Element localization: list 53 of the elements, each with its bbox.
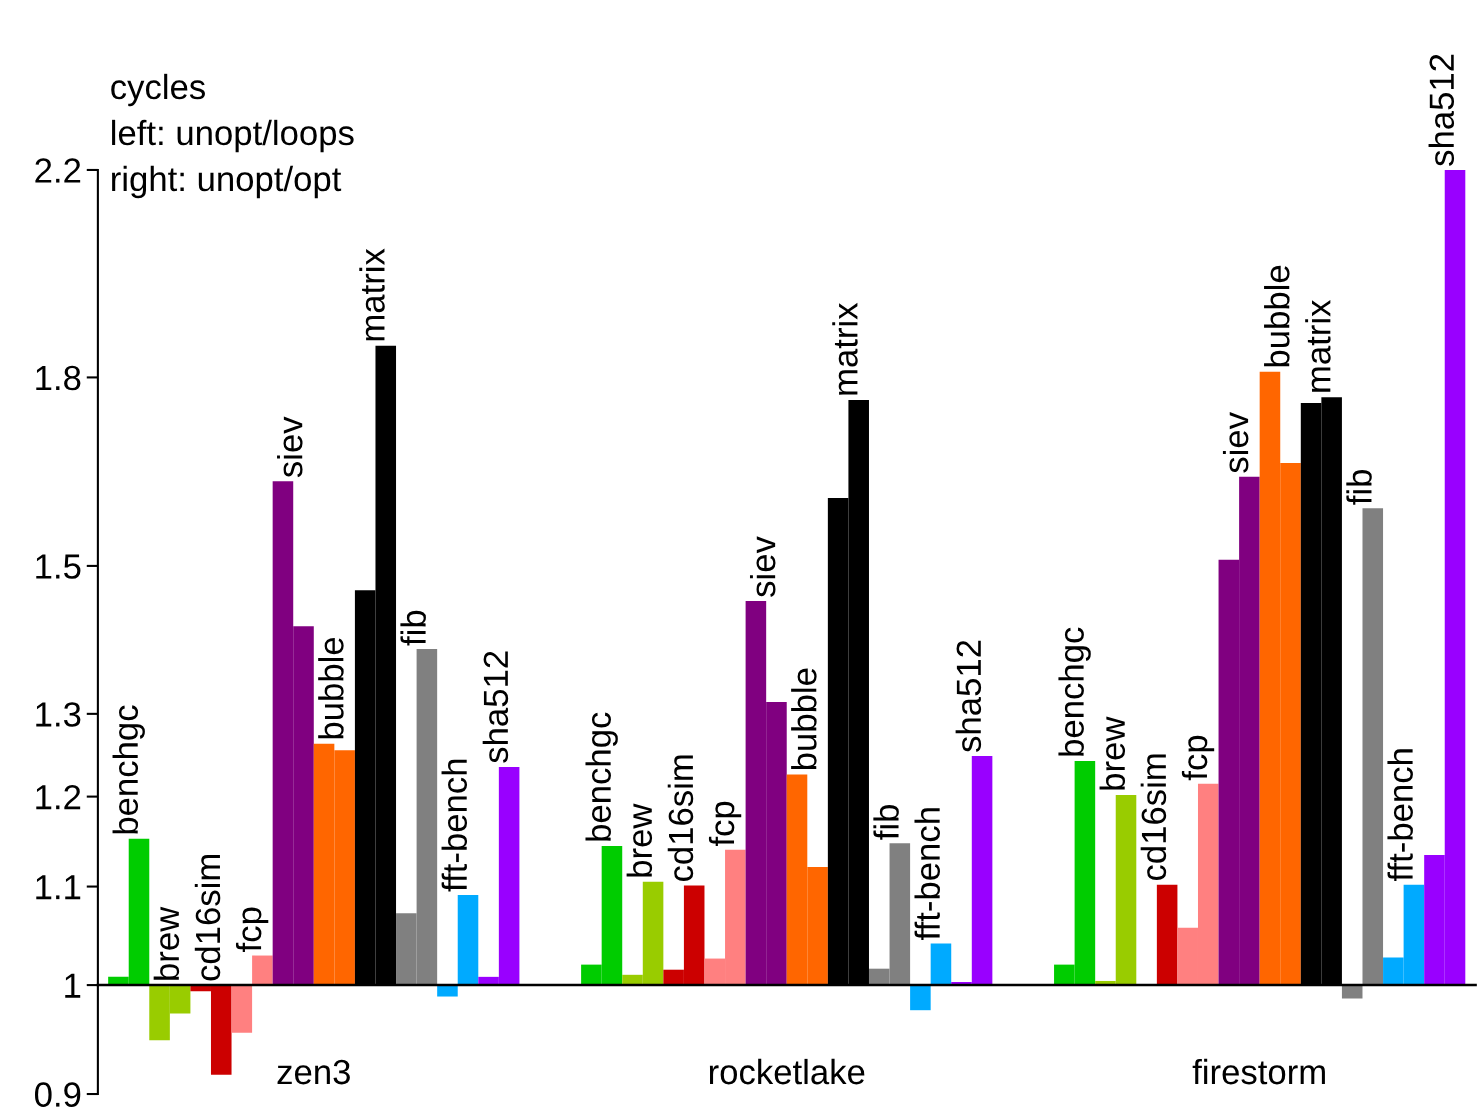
text: benchgc <box>585 712 618 841</box>
y-tick-label: 1 <box>65 973 81 998</box>
bar <box>910 985 931 1011</box>
bar <box>930 943 952 986</box>
text: fft-bench <box>914 808 940 940</box>
bar <box>457 895 479 986</box>
text: cd16sim <box>667 755 694 882</box>
bar <box>252 955 273 986</box>
y-tick-label: 1.2 <box>36 784 81 810</box>
text: bubble <box>791 668 817 770</box>
text: cd16sim <box>194 854 221 981</box>
y-tick-label: 2.2 <box>35 158 81 183</box>
text: fib <box>400 610 426 646</box>
text: matrix <box>1305 299 1331 392</box>
text: cd16sim <box>1140 754 1167 881</box>
chart-title: cycles <box>111 73 205 107</box>
text: fib <box>873 804 899 840</box>
text: fib <box>1346 469 1372 505</box>
text: fft-bench <box>441 759 468 892</box>
text: bubble <box>318 637 344 739</box>
y-tick-label: 1.5 <box>36 554 81 579</box>
text: matrix <box>359 248 385 341</box>
text: siev <box>1222 412 1249 473</box>
text: matrix <box>832 302 858 395</box>
bar <box>1341 985 1363 999</box>
text: sha512 <box>1428 54 1455 166</box>
text: fcp <box>235 907 269 952</box>
annotation: right: unopt/opt <box>112 165 342 199</box>
y-tick-label: 1.1 <box>36 875 81 900</box>
y-tick-label: 1.8 <box>36 365 81 391</box>
x-tick-label: firestorm <box>1192 1058 1325 1085</box>
bar <box>1362 508 1384 986</box>
text: sha512 <box>955 640 982 752</box>
text: fcp <box>1181 735 1215 781</box>
text: siev <box>749 536 776 597</box>
bar <box>437 985 458 997</box>
text: left: unopt/loops <box>112 119 354 153</box>
x-tick-label: zen3 <box>277 1059 350 1085</box>
bar <box>1156 884 1178 986</box>
text: bubble <box>1264 265 1290 367</box>
text: benchgc <box>1058 627 1091 756</box>
text: siev <box>277 416 303 478</box>
x-tick-label: rocketlake <box>709 1058 865 1085</box>
bar <box>231 985 253 1033</box>
text: brew <box>1099 716 1126 790</box>
text: fft-bench <box>1387 749 1413 882</box>
y-tick-label: 0.9 <box>35 1082 81 1107</box>
text: sha512 <box>482 651 509 763</box>
y-tick-label: 1.3 <box>36 702 81 727</box>
text: fcp <box>708 801 742 847</box>
text: brew <box>153 906 180 980</box>
text: benchgc <box>112 705 145 834</box>
text: brew <box>626 803 653 877</box>
